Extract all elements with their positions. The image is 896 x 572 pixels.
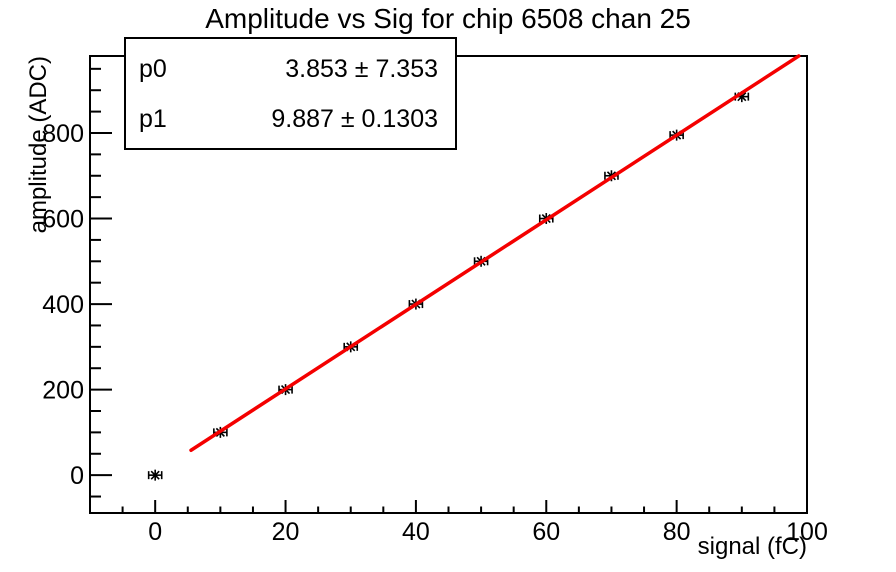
stats-param-value: 9.887 ± 0.1303 <box>271 105 438 133</box>
stats-box: p0 3.853 ± 7.353 p1 9.887 ± 0.1303 <box>124 37 457 150</box>
stats-box-border <box>124 37 457 150</box>
star-marker <box>737 92 747 102</box>
stats-param-name: p0 <box>139 55 167 83</box>
stats-param-value: 3.853 ± 7.353 <box>285 55 438 83</box>
chart-title: Amplitude vs Sig for chip 6508 chan 25 <box>205 3 691 34</box>
y-tick-label: 800 <box>42 120 84 148</box>
y-axis-ticks: 0 200 400 600 800 <box>42 67 112 498</box>
x-tick-label: 20 <box>272 518 300 546</box>
data-point <box>147 469 163 481</box>
x-tick-label: 80 <box>663 518 691 546</box>
stats-param-name: p1 <box>139 105 167 133</box>
x-axis-ticks: 0 20 40 60 80 100 <box>89 500 828 546</box>
x-tick-label: 60 <box>532 518 560 546</box>
y-tick-label: 400 <box>42 291 84 319</box>
y-tick-label: 600 <box>42 206 84 234</box>
y-axis-title: amplitude (ADC) <box>25 56 52 233</box>
fit-line <box>189 54 801 452</box>
y-tick-label: 200 <box>42 377 84 405</box>
x-tick-label: 100 <box>786 518 828 546</box>
y-tick-label: 0 <box>70 462 84 490</box>
x-tick-label: 40 <box>402 518 430 546</box>
x-axis-title: signal (fC) <box>698 533 807 560</box>
star-marker <box>150 470 160 480</box>
x-tick-label: 0 <box>148 518 162 546</box>
